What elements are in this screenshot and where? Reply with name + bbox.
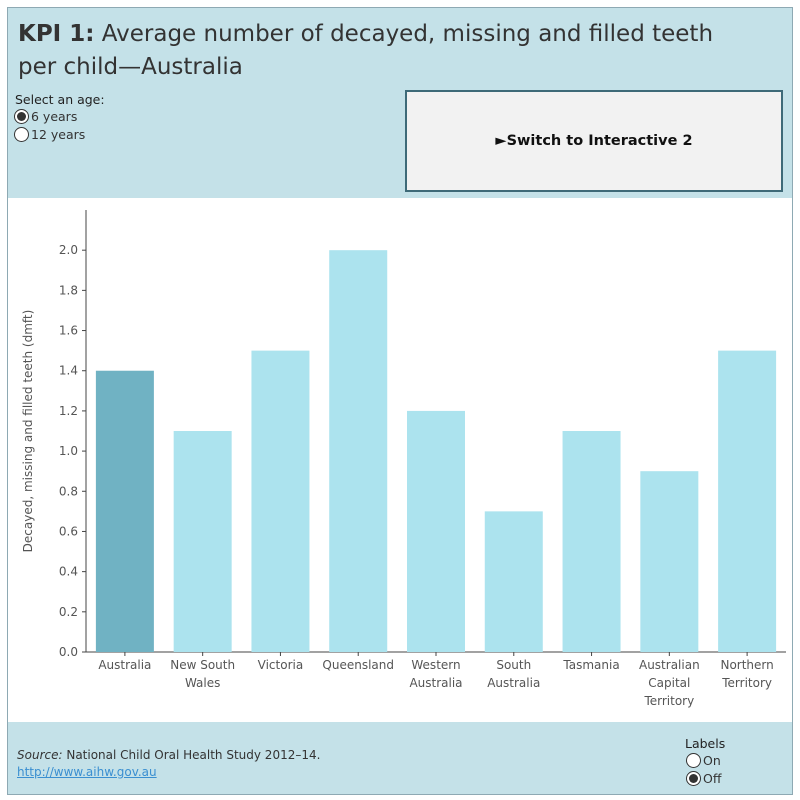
bar-victoria xyxy=(251,350,310,652)
x-tick-label: Territory xyxy=(643,694,694,708)
y-tick-label: 1.2 xyxy=(59,404,78,418)
x-tick-label: Australia xyxy=(487,676,540,690)
radio-unselected-icon[interactable] xyxy=(14,127,29,142)
source-label: Source: xyxy=(17,748,63,762)
bar-chart-area: 0.0 0.2 0.4 0.6 0.8 1.0 1.2 1.4 1.6 1.8 2.0 Decayed… xyxy=(8,198,792,722)
labels-toggle-title: Labels xyxy=(685,736,726,751)
x-tick-label: South xyxy=(496,658,531,672)
x-tick-label: Australia xyxy=(409,676,462,690)
radio-unselected-icon[interactable] xyxy=(686,753,701,768)
x-tick-label: Territory xyxy=(721,676,772,690)
age-option-label: 12 years xyxy=(31,127,86,142)
aihw-link[interactable]: http://www.aihw.gov.au xyxy=(17,765,157,779)
source-note: Source: National Child Oral Health Study… xyxy=(17,748,320,762)
x-tick-label: Capital xyxy=(648,676,690,690)
y-tick-label: 1.0 xyxy=(59,444,78,458)
radio-selected-icon[interactable] xyxy=(14,109,29,124)
title-kpi-label: KPI 1: xyxy=(18,21,95,47)
y-tick-label: 2.0 xyxy=(59,243,78,257)
age-option-6-years[interactable]: 6 years xyxy=(14,109,77,124)
x-tick-label: Northern xyxy=(720,658,773,672)
labels-option-label: Off xyxy=(703,771,722,786)
bar-australia xyxy=(95,370,154,652)
y-tick-label: 0.0 xyxy=(59,645,78,659)
x-tick-label: Queensland xyxy=(322,658,394,672)
x-tick-label: Australian xyxy=(639,658,700,672)
bar-tasmania xyxy=(562,431,621,652)
age-option-label: 6 years xyxy=(31,109,78,124)
radio-selected-icon[interactable] xyxy=(686,771,701,786)
bar-south-australia xyxy=(484,511,543,652)
footer-panel: Source: National Child Oral Health Study… xyxy=(8,722,792,794)
labels-option-on[interactable]: On xyxy=(686,753,721,768)
title-text: Average number of decayed, missing and f… xyxy=(18,21,714,80)
labels-option-off[interactable]: Off xyxy=(686,771,721,786)
y-tick-label: 1.6 xyxy=(59,324,78,338)
y-tick-label: 1.4 xyxy=(59,364,78,378)
y-tick-label: 0.6 xyxy=(59,524,78,538)
age-option-12-years[interactable]: 12 years xyxy=(14,127,85,142)
x-tick-label: Victoria xyxy=(258,658,304,672)
x-tick-label: Tasmania xyxy=(562,658,619,672)
y-tick-label: 0.2 xyxy=(59,605,78,619)
header-panel: KPI 1: Average number of decayed, missin… xyxy=(8,8,792,198)
bar-chart: 0.0 0.2 0.4 0.6 0.8 1.0 1.2 1.4 1.6 1.8 2.0 Decayed… xyxy=(21,210,786,708)
bar-western-australia xyxy=(407,410,465,652)
switch-to-interactive-2-button[interactable]: ►Switch to Interactive 2 xyxy=(405,90,783,192)
y-tick-label: 0.8 xyxy=(59,484,78,498)
age-selector-label: Select an age: xyxy=(15,92,105,107)
dashboard-frame: KPI 1: Average number of decayed, missin… xyxy=(7,7,793,795)
bar-australian-capital-territory xyxy=(640,471,699,652)
y-tick-label: 0.4 xyxy=(59,565,78,579)
y-tick-label: 1.8 xyxy=(59,283,78,297)
bar-northern-territory xyxy=(718,350,777,652)
source-text: National Child Oral Health Study 2012–14… xyxy=(62,748,321,762)
bar-queensland xyxy=(329,250,388,652)
x-tick-label: New South xyxy=(170,658,235,672)
bar-new-south-wales xyxy=(173,431,232,652)
x-tick-label: Wales xyxy=(185,676,220,690)
x-tick-label: Australia xyxy=(98,658,151,672)
x-tick-label: Western xyxy=(411,658,460,672)
labels-option-label: On xyxy=(703,753,721,768)
y-axis-label: Decayed, missing and filled teeth (dmft) xyxy=(21,310,35,553)
page-title: KPI 1: Average number of decayed, missin… xyxy=(18,18,758,84)
